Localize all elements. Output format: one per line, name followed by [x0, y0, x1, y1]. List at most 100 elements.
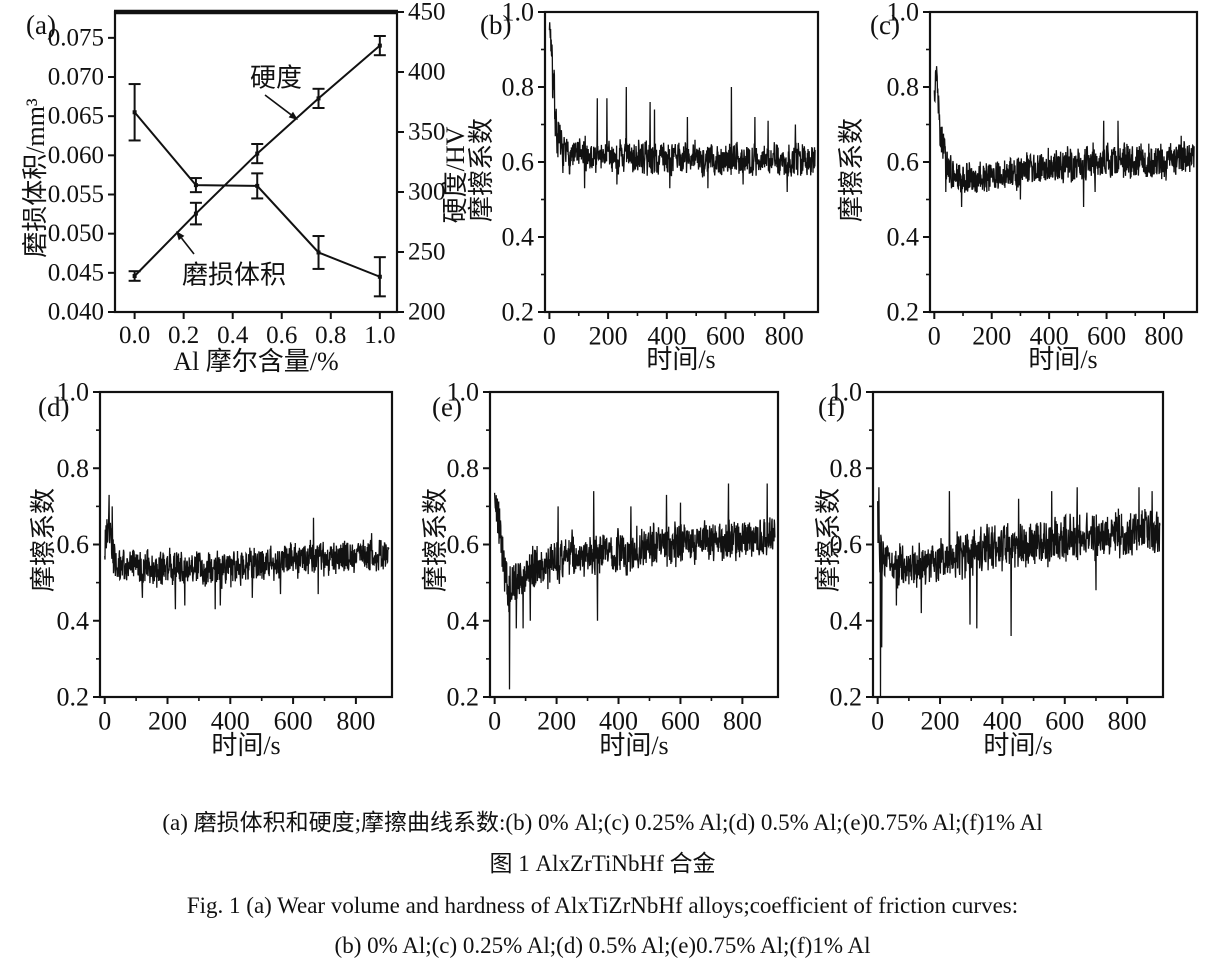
- panel-c-label: (c): [870, 10, 900, 40]
- svg-text:1.0: 1.0: [887, 0, 920, 27]
- svg-text:200: 200: [148, 706, 187, 735]
- svg-text:0.6: 0.6: [830, 530, 863, 559]
- panel-a: 0.0 0.2 0.4 0.6 0.8 1.0 0.040 0.045 0.050 0.055 0.…: [0, 0, 470, 385]
- svg-text:200: 200: [589, 321, 628, 350]
- svg-text:0: 0: [543, 321, 556, 350]
- svg-text:0.065: 0.065: [48, 103, 104, 130]
- svg-text:600: 600: [661, 706, 700, 735]
- svg-text:400: 400: [211, 706, 250, 735]
- svg-text:800: 800: [765, 321, 804, 350]
- svg-text:400: 400: [408, 59, 446, 86]
- svg-text:200: 200: [408, 299, 446, 326]
- svg-text:0.8: 0.8: [447, 454, 480, 483]
- svg-text:硬度: 硬度: [250, 64, 302, 93]
- panel-f: 0 200 400 600 800 0.2 0.4 0.6 0.8 1.0 (f) 摩擦系数 时间…: [810, 380, 1205, 774]
- svg-text:400: 400: [983, 706, 1022, 735]
- panel-c-x-title: 时间/s: [1028, 345, 1098, 374]
- svg-text:800: 800: [336, 706, 375, 735]
- svg-text:0.4: 0.4: [447, 606, 480, 635]
- panel-e-label: (e): [432, 392, 462, 422]
- panel-c: 0 200 400 600 800 0.2 0.4 0.6 0.8 1.0 (c) 摩擦系数 时间…: [830, 0, 1205, 385]
- panel-a-label: (a): [26, 10, 56, 40]
- panel-b: 0 200 400 600 800 0.2 0.4 0.6 0.8 1.0 (b) 摩擦系数 时间…: [450, 0, 830, 385]
- svg-text:350: 350: [408, 119, 446, 146]
- panel-f-label: (f): [818, 392, 845, 422]
- panel-b-x-title: 时间/s: [646, 345, 716, 374]
- svg-text:0.8: 0.8: [315, 322, 346, 349]
- svg-text:0.6: 0.6: [57, 530, 90, 559]
- panel-d-y-title: 摩擦系数: [29, 487, 58, 593]
- svg-text:0.4: 0.4: [57, 606, 90, 635]
- panel-e: 0 200 400 600 800 0.2 0.4 0.6 0.8 1.0 (e) 摩擦系数 时间…: [420, 380, 810, 774]
- svg-text:0.055: 0.055: [48, 181, 104, 208]
- svg-text:0.2: 0.2: [447, 683, 480, 712]
- panel-b-plot: 0 200 400 600 800 0.2 0.4 0.6 0.8 1.0: [502, 0, 820, 350]
- panel-d-x-title: 时间/s: [211, 731, 281, 760]
- svg-text:0.0: 0.0: [119, 322, 150, 349]
- svg-text:0.6: 0.6: [887, 148, 920, 177]
- panel-e-plot: 0 200 400 600 800 0.2 0.4 0.6 0.8 1.0: [447, 380, 780, 735]
- svg-text:0.8: 0.8: [830, 454, 863, 483]
- panel-a-yleft-title: 磨损体积/mm³: [21, 98, 50, 258]
- panel-e-y-title: 摩擦系数: [421, 487, 450, 593]
- svg-text:800: 800: [1144, 321, 1183, 350]
- svg-text:450: 450: [408, 0, 446, 26]
- panel-b-y-title: 摩擦系数: [467, 117, 496, 223]
- svg-text:0.070: 0.070: [48, 64, 104, 91]
- caption-title-en: Fig. 1 (a) Wear volume and hardness of A…: [186, 893, 1019, 918]
- svg-text:0.6: 0.6: [502, 148, 535, 177]
- panel-d: 0 200 400 600 800 0.2 0.4 0.6 0.8 1.0 (d) 摩擦系数 时间…: [0, 380, 430, 774]
- svg-text:1.0: 1.0: [447, 380, 480, 407]
- svg-text:0.2: 0.2: [830, 683, 863, 712]
- svg-text:0.2: 0.2: [887, 298, 920, 327]
- caption-line-en: (b) 0% Al;(c) 0.25% Al;(d) 0.5% Al;(e)0.…: [334, 933, 871, 958]
- svg-text:300: 300: [408, 179, 446, 206]
- svg-text:0.075: 0.075: [48, 24, 104, 51]
- svg-text:1.0: 1.0: [502, 0, 535, 27]
- panel-a-plot: 0.0 0.2 0.4 0.6 0.8 1.0 0.040 0.045 0.050 0.055 0.…: [48, 0, 446, 349]
- svg-text:600: 600: [706, 321, 745, 350]
- svg-text:0.8: 0.8: [502, 73, 535, 102]
- svg-text:0: 0: [488, 706, 501, 735]
- svg-text:1.0: 1.0: [364, 322, 395, 349]
- panel-d-label: (d): [38, 392, 70, 422]
- svg-text:200: 200: [921, 706, 960, 735]
- svg-text:400: 400: [1030, 321, 1069, 350]
- panel-d-plot: 0 200 400 600 800 0.2 0.4 0.6 0.8 1.0: [57, 380, 394, 735]
- svg-text:0.2: 0.2: [168, 322, 199, 349]
- svg-text:0.060: 0.060: [48, 142, 104, 169]
- svg-text:0.4: 0.4: [502, 223, 535, 252]
- svg-text:0.4: 0.4: [217, 322, 249, 349]
- svg-text:0: 0: [98, 706, 111, 735]
- svg-text:200: 200: [972, 321, 1011, 350]
- svg-text:0.040: 0.040: [48, 299, 104, 326]
- svg-text:1.0: 1.0: [57, 380, 90, 407]
- svg-text:600: 600: [274, 706, 313, 735]
- panel-f-plot: 0 200 400 600 800 0.2 0.4 0.6 0.8 1.0: [830, 380, 1165, 735]
- svg-text:600: 600: [1045, 706, 1084, 735]
- panel-e-x-title: 时间/s: [599, 731, 669, 760]
- svg-text:400: 400: [599, 706, 638, 735]
- svg-text:0.6: 0.6: [266, 322, 297, 349]
- svg-text:0.8: 0.8: [887, 73, 920, 102]
- svg-text:0.4: 0.4: [887, 223, 920, 252]
- svg-text:250: 250: [408, 239, 446, 266]
- panel-a-x-title: Al 摩尔含量/%: [173, 347, 339, 376]
- svg-text:200: 200: [537, 706, 576, 735]
- svg-text:0.8: 0.8: [57, 454, 90, 483]
- svg-text:0.6: 0.6: [447, 530, 480, 559]
- panel-c-plot: 0 200 400 600 800 0.2 0.4 0.6 0.8 1.0: [887, 0, 1199, 350]
- svg-text:600: 600: [1087, 321, 1126, 350]
- panel-c-y-title: 摩擦系数: [837, 117, 866, 223]
- svg-text:0.045: 0.045: [48, 259, 104, 286]
- panel-f-x-title: 时间/s: [983, 731, 1053, 760]
- svg-text:0.2: 0.2: [57, 683, 90, 712]
- svg-text:400: 400: [647, 321, 686, 350]
- caption-title-zh: 图 1 AlxZrTiNbHf 合金: [489, 851, 716, 876]
- svg-text:800: 800: [1108, 706, 1147, 735]
- caption-line-zh: (a) 磨损体积和硬度;摩擦曲线系数:(b) 0% Al;(c) 0.25% A…: [162, 810, 1043, 835]
- panel-f-y-title: 摩擦系数: [814, 487, 843, 593]
- svg-text:磨损体积: 磨损体积: [182, 261, 286, 290]
- svg-text:0: 0: [871, 706, 884, 735]
